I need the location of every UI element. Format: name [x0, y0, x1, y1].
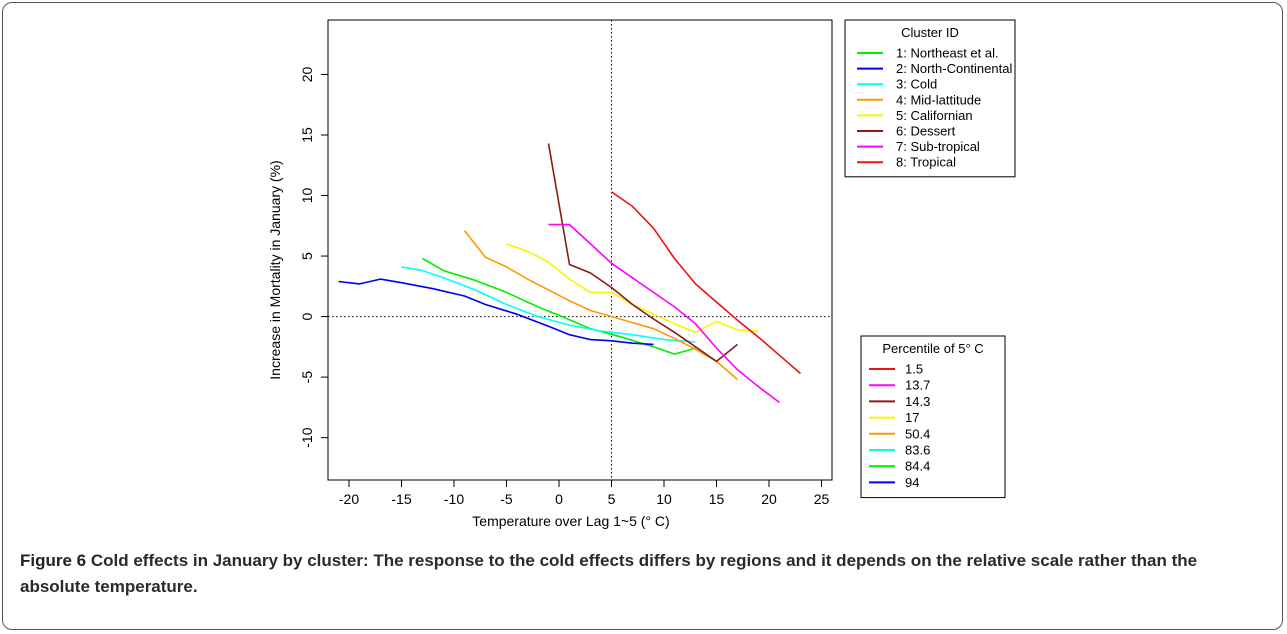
- series-line-7: [548, 223, 780, 404]
- x-tick-label: 10: [656, 491, 672, 507]
- y-tick-label: 10: [299, 188, 315, 204]
- legend-cluster-item: 1: Northeast et al.: [896, 46, 999, 61]
- legend-percentile-item: 17: [905, 410, 919, 425]
- legend-cluster-item: 4: Mid-lattitude: [896, 92, 981, 107]
- series-line-4: [463, 230, 739, 381]
- series-line-3: [401, 266, 696, 343]
- x-tick-label: 25: [814, 491, 830, 507]
- legend-cluster-item: 5: Californian: [896, 108, 973, 123]
- chart: -20 -15 -10 -5 0 5 10 15 20 25 -10 -5 0 5 10 15 20 Tempe…: [267, 19, 1016, 529]
- legend-percentile-item: 83.6: [905, 443, 930, 458]
- series-line-6: [547, 143, 739, 363]
- plot-border: [327, 19, 833, 481]
- legend-cluster: Cluster ID 1: Northeast et al.2: North-Co…: [844, 19, 1016, 178]
- legend-percentile-item: 84.4: [905, 459, 930, 474]
- series-line-8: [611, 191, 802, 375]
- legend-percentile-item: 1.5: [905, 362, 923, 377]
- legend-cluster-item: 7: Sub-tropical: [896, 139, 980, 154]
- x-axis-label: Temperature over Lag 1~5 (° C): [472, 513, 669, 529]
- legend-cluster-box: [844, 19, 1016, 178]
- legend-percentile-item: 94: [905, 475, 919, 490]
- y-tick-label: -10: [299, 427, 315, 447]
- x-tick-label: -20: [339, 491, 359, 507]
- legend-cluster-item: 8: Tropical: [896, 155, 956, 170]
- x-tick-label: -10: [444, 491, 464, 507]
- legend-cluster-item: 3: Cold: [896, 77, 937, 92]
- y-tick-label: 5: [299, 252, 315, 260]
- x-tick-label: -5: [500, 491, 513, 507]
- x-tick-label: -15: [391, 491, 411, 507]
- caption-label: Figure 6: [20, 551, 87, 570]
- x-tick-label: 5: [608, 491, 616, 507]
- legend-percentile-item: 13.7: [905, 378, 930, 393]
- legend-percentile-title: Percentile of 5° C: [882, 341, 983, 356]
- x-tick-label: 15: [709, 491, 725, 507]
- caption-text: Cold effects in January by cluster: The …: [20, 551, 1198, 596]
- plot-area: -20 -15 -10 -5 0 5 10 15 20 25 -10 -5 0 5 10 15 20: [299, 19, 833, 507]
- legend-cluster-item: 6: Dessert: [896, 124, 956, 139]
- y-axis-label: Increase in Mortality in January (%): [267, 160, 283, 379]
- x-tick-label: 0: [555, 491, 563, 507]
- figure-caption: Figure 6 Cold effects in January by clus…: [20, 548, 1265, 600]
- y-tick-label: 15: [299, 127, 315, 143]
- y-tick-label: -5: [299, 371, 315, 384]
- y-tick-label: 0: [299, 312, 315, 320]
- legend-percentile-item: 14.3: [905, 394, 930, 409]
- legend-cluster-title: Cluster ID: [901, 25, 959, 40]
- x-tick-label: 20: [761, 491, 777, 507]
- y-tick-label: 20: [299, 66, 315, 82]
- legend-percentile-item: 50.4: [905, 426, 930, 441]
- legend-cluster-item: 2: North-Continental: [896, 61, 1012, 76]
- series-line-1: [422, 257, 696, 355]
- series-line-2: [338, 278, 654, 346]
